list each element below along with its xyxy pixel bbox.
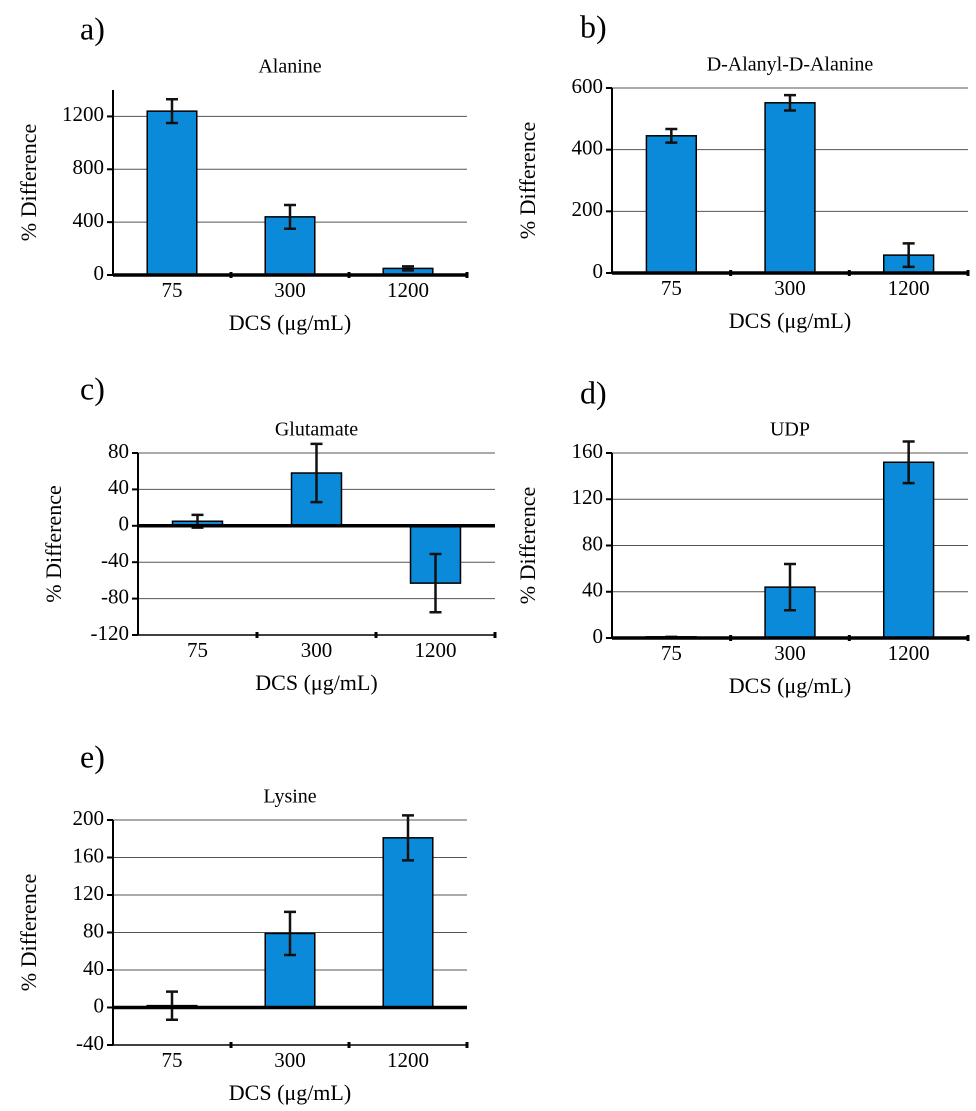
y-tick-label: 1200 xyxy=(62,102,104,126)
x-axis-label: DCS (μg/mL) xyxy=(229,1080,351,1105)
y-tick-label: 0 xyxy=(593,259,604,283)
y-tick-label: 200 xyxy=(73,806,105,830)
y-tick-label: 0 xyxy=(593,624,604,648)
panel-label: e) xyxy=(80,738,105,774)
x-tick-label: 75 xyxy=(162,278,183,302)
y-tick-label: -40 xyxy=(101,548,129,572)
bar xyxy=(382,837,434,1009)
y-axis-label: % Difference xyxy=(515,122,540,239)
bar xyxy=(764,102,816,274)
x-tick-label: 1200 xyxy=(888,276,930,300)
chart-title: Glutamate xyxy=(275,419,358,441)
y-tick-label: 800 xyxy=(73,155,105,179)
error-bar xyxy=(166,990,178,1021)
y-tick-label: 200 xyxy=(572,197,604,221)
error-bar xyxy=(784,562,796,612)
y-tick-label: 80 xyxy=(83,918,104,942)
x-tick-label: 1200 xyxy=(888,641,930,665)
bar xyxy=(645,135,698,274)
x-tick-label: 1200 xyxy=(387,278,429,302)
y-tick-label: 400 xyxy=(73,208,105,232)
error-bar xyxy=(284,203,296,230)
y-tick-label: 160 xyxy=(572,439,604,463)
bar xyxy=(146,110,198,276)
y-tick-label: 120 xyxy=(572,485,604,509)
error-bar xyxy=(902,440,915,485)
error-bar xyxy=(902,242,915,269)
x-tick-label: 75 xyxy=(162,1048,183,1072)
error-bar xyxy=(784,93,796,112)
panel-label: c) xyxy=(80,370,105,406)
chart-title: D-Alanyl-D-Alanine xyxy=(707,54,874,76)
x-axis-label: DCS (μg/mL) xyxy=(229,310,351,335)
y-tick-label: 40 xyxy=(108,475,129,499)
y-axis-label: % Difference xyxy=(41,485,66,602)
x-tick-label: 75 xyxy=(661,641,682,665)
y-tick-label: 40 xyxy=(582,578,603,602)
y-tick-label: 120 xyxy=(73,881,105,905)
panel-label: d) xyxy=(580,374,607,410)
chart-title: Lysine xyxy=(263,786,316,808)
panel-label: b) xyxy=(580,8,607,44)
chart-title: Alanine xyxy=(258,56,321,78)
x-tick-label: 300 xyxy=(274,1048,306,1072)
x-tick-label: 300 xyxy=(774,276,806,300)
x-tick-label: 75 xyxy=(661,276,682,300)
x-tick-label: 75 xyxy=(187,638,208,662)
y-axis-label: % Difference xyxy=(515,487,540,604)
chart-title: UDP xyxy=(770,419,810,441)
x-tick-label: 1200 xyxy=(415,638,457,662)
error-bar xyxy=(166,98,178,125)
bar xyxy=(882,461,935,639)
y-tick-label: 600 xyxy=(572,74,604,98)
y-tick-label: 0 xyxy=(94,993,105,1017)
x-tick-label: 300 xyxy=(301,638,333,662)
error-bar xyxy=(284,910,296,957)
x-axis-label: DCS (μg/mL) xyxy=(729,673,851,698)
x-axis-label: DCS (μg/mL) xyxy=(255,670,377,695)
y-tick-label: 0 xyxy=(119,512,130,536)
y-tick-label: -120 xyxy=(91,621,130,645)
y-axis-label: % Difference xyxy=(16,124,41,241)
x-tick-label: 300 xyxy=(774,641,806,665)
y-tick-label: 80 xyxy=(108,439,129,463)
bar xyxy=(264,932,316,1009)
error-bar xyxy=(665,127,678,144)
error-bar xyxy=(429,552,442,614)
y-tick-label: -40 xyxy=(76,1031,104,1055)
y-axis-label: % Difference xyxy=(16,874,41,991)
y-tick-label: 80 xyxy=(582,531,603,555)
y-tick-label: 400 xyxy=(572,135,604,159)
error-bar xyxy=(310,442,323,504)
error-bar xyxy=(402,265,414,272)
x-tick-label: 1200 xyxy=(387,1048,429,1072)
y-tick-label: 40 xyxy=(83,956,104,980)
x-tick-label: 300 xyxy=(274,278,306,302)
x-axis-label: DCS (μg/mL) xyxy=(729,308,851,333)
y-tick-label: 0 xyxy=(94,261,105,285)
y-tick-label: -80 xyxy=(101,584,129,608)
panel-label: a) xyxy=(80,10,105,46)
error-bar xyxy=(402,814,414,862)
y-tick-label: 160 xyxy=(73,843,105,867)
